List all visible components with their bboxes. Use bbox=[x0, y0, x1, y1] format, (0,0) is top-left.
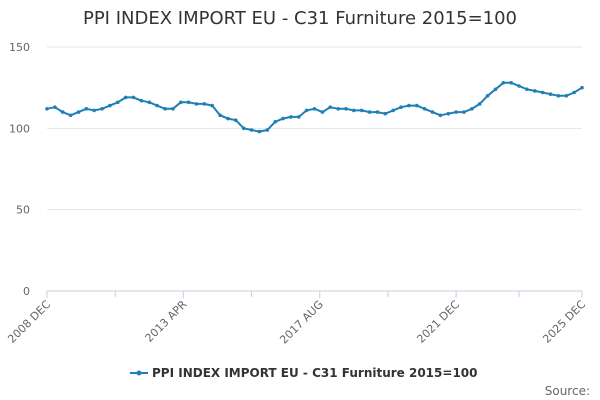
data-point bbox=[210, 103, 214, 108]
data-point bbox=[336, 107, 340, 111]
data-point bbox=[218, 113, 222, 118]
series-layer bbox=[45, 81, 584, 134]
data-point bbox=[312, 107, 317, 111]
data-point bbox=[273, 120, 278, 124]
axis-layer: 0 50 100 150 2008 DEC 2013 APR 2017 AUG 2021 DE… bbox=[5, 41, 588, 346]
data-point bbox=[320, 110, 325, 114]
data-point bbox=[265, 128, 270, 132]
data-point bbox=[194, 102, 199, 106]
data-point bbox=[179, 100, 183, 105]
data-point bbox=[415, 103, 419, 108]
data-point bbox=[572, 90, 576, 95]
data-point bbox=[45, 107, 49, 111]
data-point bbox=[84, 107, 89, 111]
legend[interactable]: PPI INDEX IMPORT EU - C31 Furniture 2015… bbox=[130, 366, 478, 380]
chart-title: PPI INDEX IMPORT EU - C31 Furniture 2015… bbox=[82, 8, 518, 29]
data-point bbox=[108, 103, 112, 108]
data-point bbox=[509, 81, 513, 85]
data-point bbox=[76, 110, 81, 114]
data-point bbox=[163, 107, 167, 111]
legend-marker-swatch bbox=[136, 370, 142, 376]
data-point bbox=[375, 110, 380, 114]
data-point bbox=[297, 115, 301, 119]
data-point bbox=[241, 126, 246, 131]
data-point bbox=[580, 85, 584, 90]
data-point bbox=[359, 108, 364, 113]
data-point bbox=[493, 87, 498, 92]
data-point bbox=[155, 103, 159, 108]
data-point bbox=[60, 110, 65, 114]
data-point bbox=[525, 87, 529, 92]
x-tick-label: 2021 DEC bbox=[414, 298, 462, 346]
data-point bbox=[257, 129, 262, 134]
data-point bbox=[399, 105, 403, 109]
y-tick-label: 150 bbox=[9, 41, 30, 54]
data-point bbox=[533, 89, 537, 93]
data-point bbox=[501, 81, 506, 85]
y-tick-label: 0 bbox=[23, 285, 30, 298]
data-point bbox=[53, 105, 57, 109]
data-point bbox=[131, 95, 136, 100]
data-point bbox=[171, 107, 175, 111]
data-point bbox=[116, 100, 120, 105]
data-point bbox=[344, 107, 348, 111]
data-point bbox=[147, 100, 152, 105]
legend-label: PPI INDEX IMPORT EU - C31 Furniture 2015… bbox=[152, 366, 478, 380]
y-tick-label: 50 bbox=[16, 204, 30, 217]
data-point bbox=[564, 94, 569, 98]
data-point bbox=[454, 110, 458, 114]
data-point bbox=[367, 110, 372, 114]
data-point bbox=[422, 107, 427, 111]
data-point bbox=[470, 107, 474, 111]
data-point bbox=[391, 108, 396, 113]
data-point bbox=[477, 102, 482, 106]
x-tick-label: 2025 DEC bbox=[540, 298, 588, 346]
grid-layer bbox=[47, 46, 582, 211]
data-point bbox=[202, 102, 207, 106]
data-point bbox=[352, 108, 356, 113]
data-point bbox=[383, 111, 388, 116]
data-point bbox=[139, 98, 144, 103]
data-point bbox=[328, 105, 333, 109]
data-point bbox=[430, 110, 435, 114]
data-point bbox=[407, 103, 411, 108]
data-point bbox=[281, 116, 285, 121]
data-point bbox=[234, 118, 238, 122]
data-point bbox=[304, 108, 309, 113]
data-point bbox=[540, 90, 545, 95]
data-point bbox=[68, 113, 73, 118]
x-tick-label: 2013 APR bbox=[143, 298, 190, 345]
data-point bbox=[249, 128, 254, 132]
data-point bbox=[517, 84, 521, 88]
data-point bbox=[123, 95, 128, 100]
data-point bbox=[446, 111, 451, 116]
data-point bbox=[556, 94, 561, 98]
x-tick-label: 2017 AUG bbox=[277, 298, 326, 347]
data-point bbox=[289, 115, 293, 119]
data-point bbox=[462, 110, 466, 114]
data-point bbox=[226, 116, 230, 121]
y-tick-label: 100 bbox=[9, 122, 30, 135]
data-point bbox=[100, 107, 104, 111]
x-tick-label: 2008 DEC bbox=[5, 298, 53, 346]
source-label: Source: bbox=[545, 384, 590, 398]
data-point bbox=[92, 108, 96, 113]
data-point bbox=[485, 94, 490, 98]
data-point bbox=[438, 113, 443, 118]
data-point bbox=[548, 92, 553, 96]
data-point bbox=[186, 100, 191, 105]
